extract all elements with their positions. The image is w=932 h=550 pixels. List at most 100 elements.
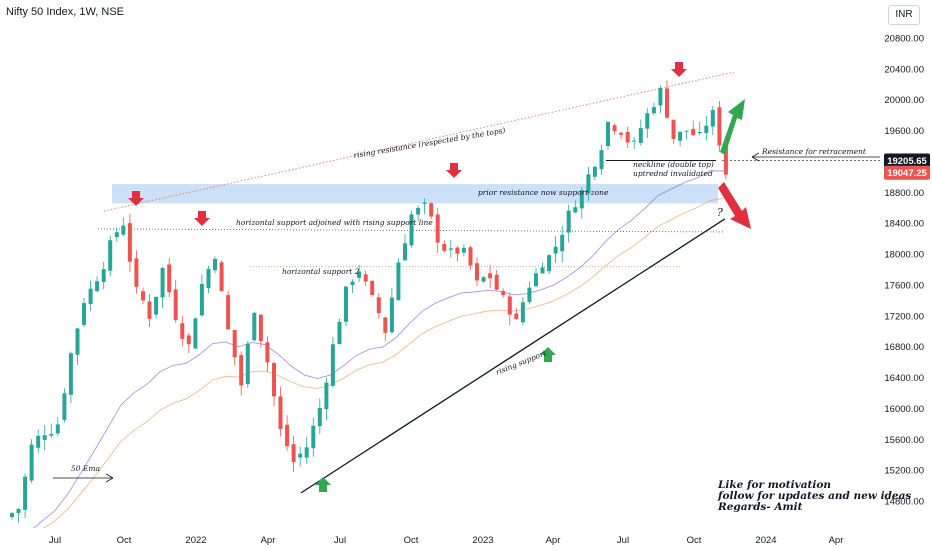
candle-up — [540, 267, 545, 274]
candle-up — [632, 140, 637, 142]
price-tick-label: 15600.00 — [884, 435, 924, 446]
candle-down — [429, 203, 434, 217]
candle-down — [180, 323, 185, 339]
candle-up — [651, 107, 656, 114]
candle-up — [199, 283, 204, 316]
candle-up — [599, 150, 604, 170]
candle-up — [42, 435, 47, 440]
price-tick-label: 19600.00 — [884, 126, 924, 137]
green-arrow-bottom-1-icon — [315, 477, 331, 492]
price-tick-label: 20800.00 — [884, 33, 924, 44]
resistance-retracement-label: Resistance for retracement — [761, 147, 867, 156]
candle-down — [717, 107, 722, 146]
support-zone — [112, 184, 718, 204]
candle-down — [625, 131, 630, 143]
candle-up — [101, 269, 106, 283]
ema-line-orange — [15, 197, 724, 545]
time-tick-label: 2024 — [755, 535, 776, 546]
red-arrow-top-3-icon — [446, 163, 462, 178]
candle-up — [311, 425, 316, 449]
price-tick-label: 14800.00 — [884, 497, 924, 508]
ema-label: 50 Ema — [71, 464, 100, 473]
candle-down — [488, 273, 493, 279]
candle-up — [606, 121, 610, 146]
resistance-pointer-head-icon — [751, 152, 760, 162]
note-line-2: follow for updates and new ideas — [718, 490, 912, 502]
candle-up — [108, 240, 113, 271]
price-tick-label: 18000.00 — [884, 250, 924, 261]
candle-down — [291, 444, 296, 463]
chart-title: Nifty 50 Index, 1W, NSE — [6, 6, 124, 18]
candle-up — [55, 424, 60, 434]
candle-down — [285, 424, 290, 447]
candle-up — [573, 207, 578, 213]
candle-up — [350, 281, 355, 286]
candle-up — [586, 174, 591, 194]
price-tick-label: 16000.00 — [884, 404, 924, 415]
neckline-label: neckline (double top) — [633, 160, 714, 169]
candle-down — [147, 301, 152, 319]
candle-up — [357, 271, 362, 278]
green-arrow-bottom-2-icon — [540, 347, 556, 362]
candle-down — [173, 289, 178, 320]
candle-down — [186, 335, 191, 345]
rising-resistance-label: rising resistance (respected by the tops… — [353, 126, 506, 160]
candle-down — [167, 264, 172, 293]
price-tick-label: 16800.00 — [884, 342, 924, 353]
candle-down — [671, 119, 676, 140]
candle-up — [527, 287, 532, 303]
candle-down — [265, 342, 270, 363]
horizontal-support-2-label: horizontal support 2 — [282, 267, 360, 276]
candle-down — [272, 363, 276, 397]
uptrend-invalidated-label: uptrednd invalidated — [633, 169, 713, 178]
candle-up — [697, 132, 702, 134]
currency-button[interactable]: INR — [888, 5, 920, 25]
candle-up — [193, 318, 198, 349]
candle-up — [534, 273, 538, 287]
candle-up — [678, 131, 683, 141]
candle-down — [514, 313, 519, 320]
candle-up — [36, 435, 41, 448]
red-arrow-top-4-icon — [671, 62, 687, 77]
candle-up — [422, 202, 427, 204]
candle-down — [383, 317, 388, 333]
candle-down — [435, 214, 440, 243]
candle-down — [507, 296, 512, 315]
candle-up — [245, 343, 250, 385]
price-tick-label: 16400.00 — [884, 373, 924, 384]
candle-down — [226, 295, 231, 330]
price-tag: 19047.25 — [887, 168, 927, 179]
candle-up — [592, 166, 597, 177]
candle-up — [704, 125, 709, 134]
candle-up — [252, 312, 257, 341]
candle-up — [23, 476, 28, 510]
candle-up — [481, 277, 486, 282]
candle-up — [710, 110, 715, 127]
candle-up — [684, 130, 689, 132]
candle-up — [389, 297, 394, 333]
candle-up — [68, 353, 73, 395]
time-tick-label: Apr — [829, 535, 844, 546]
price-tick-label: 20000.00 — [884, 95, 924, 106]
candle-down — [619, 132, 624, 135]
candle-up — [396, 262, 401, 301]
candle-down — [370, 280, 375, 296]
candle-down — [239, 355, 244, 386]
candle-up — [461, 247, 466, 253]
red-arrow-top-1-icon — [128, 191, 144, 206]
candle-up — [638, 128, 643, 143]
time-axis-bg — [0, 528, 932, 550]
candle-up — [82, 303, 86, 325]
rising-support-line — [300, 218, 726, 494]
candle-up — [206, 268, 211, 289]
candle-up — [409, 214, 414, 246]
candle-down — [141, 291, 145, 301]
candle-up — [579, 190, 584, 209]
price-tick-label: 18400.00 — [884, 219, 924, 230]
candle-up — [547, 255, 552, 272]
price-tag-bg — [884, 165, 930, 180]
price-tick-label: 17600.00 — [884, 280, 924, 291]
time-tick-label: 2022 — [185, 535, 206, 546]
candle-down — [455, 247, 460, 254]
